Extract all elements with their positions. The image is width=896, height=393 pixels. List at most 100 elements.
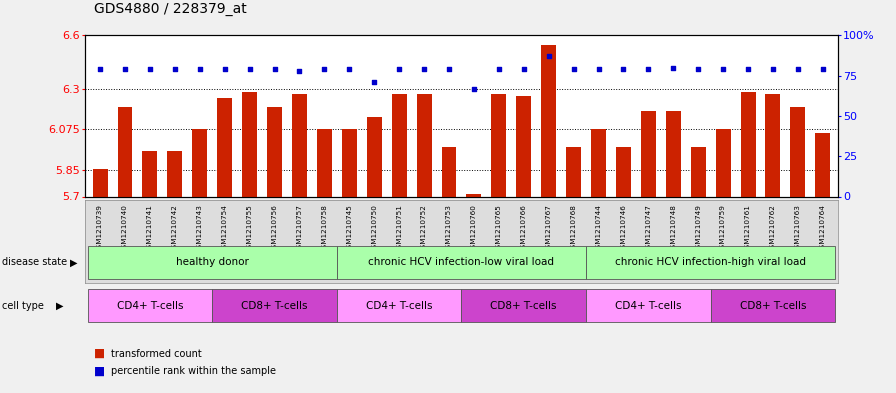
- Text: GSM1210758: GSM1210758: [322, 204, 327, 253]
- Bar: [765, 94, 780, 196]
- Point: [666, 64, 680, 71]
- Point: [517, 66, 531, 72]
- Text: GSM1210743: GSM1210743: [197, 204, 202, 253]
- Point: [267, 66, 281, 72]
- Text: GSM1210751: GSM1210751: [396, 204, 402, 253]
- Text: GSM1210756: GSM1210756: [271, 204, 278, 253]
- Bar: [586, 289, 711, 322]
- Bar: [317, 129, 332, 196]
- Point: [467, 85, 481, 92]
- Point: [118, 66, 133, 72]
- Text: GSM1210750: GSM1210750: [371, 204, 377, 253]
- Bar: [217, 98, 232, 196]
- Text: GSM1210742: GSM1210742: [172, 204, 177, 253]
- Bar: [366, 117, 382, 196]
- Bar: [337, 246, 586, 279]
- Text: GSM1210765: GSM1210765: [495, 204, 502, 253]
- Text: GSM1210752: GSM1210752: [421, 204, 427, 253]
- Point: [243, 66, 257, 72]
- Bar: [142, 151, 158, 196]
- Point: [642, 66, 656, 72]
- Bar: [88, 289, 212, 322]
- Bar: [193, 129, 207, 196]
- Bar: [641, 112, 656, 196]
- Text: ▶: ▶: [70, 257, 77, 267]
- Text: GSM1210753: GSM1210753: [446, 204, 452, 253]
- Bar: [442, 147, 456, 196]
- Text: GSM1210747: GSM1210747: [645, 204, 651, 253]
- Point: [342, 66, 357, 72]
- Point: [566, 66, 581, 72]
- Bar: [716, 129, 730, 196]
- Text: GSM1210762: GSM1210762: [770, 204, 776, 253]
- Text: GSM1210744: GSM1210744: [596, 204, 601, 253]
- Text: GSM1210749: GSM1210749: [695, 204, 702, 253]
- Point: [691, 66, 705, 72]
- Bar: [516, 96, 531, 196]
- Bar: [741, 92, 755, 196]
- Point: [392, 66, 406, 72]
- Point: [442, 66, 456, 72]
- Text: GSM1210746: GSM1210746: [620, 204, 626, 253]
- Text: GSM1210766: GSM1210766: [521, 204, 527, 253]
- Text: ■: ■: [94, 347, 105, 360]
- Point: [492, 66, 506, 72]
- Point: [616, 66, 631, 72]
- Text: GDS4880 / 228379_at: GDS4880 / 228379_at: [94, 2, 246, 16]
- Text: chronic HCV infection-low viral load: chronic HCV infection-low viral load: [368, 257, 555, 267]
- Point: [317, 66, 332, 72]
- Text: GSM1210759: GSM1210759: [720, 204, 726, 253]
- Bar: [591, 129, 606, 196]
- Bar: [691, 147, 706, 196]
- Text: GSM1210764: GSM1210764: [820, 204, 826, 253]
- Bar: [292, 94, 307, 196]
- Text: CD4+ T-cells: CD4+ T-cells: [366, 301, 433, 310]
- Point: [541, 53, 556, 59]
- Text: GSM1210741: GSM1210741: [147, 204, 153, 253]
- Bar: [541, 45, 556, 196]
- Text: cell type: cell type: [2, 301, 44, 310]
- Text: percentile rank within the sample: percentile rank within the sample: [111, 366, 276, 376]
- Bar: [212, 289, 337, 322]
- Text: GSM1210745: GSM1210745: [346, 204, 352, 253]
- Text: GSM1210748: GSM1210748: [670, 204, 676, 253]
- Text: GSM1210757: GSM1210757: [297, 204, 303, 253]
- Bar: [566, 147, 582, 196]
- Point: [741, 66, 755, 72]
- Text: GSM1210767: GSM1210767: [546, 204, 552, 253]
- Point: [716, 66, 730, 72]
- Point: [292, 68, 306, 74]
- Bar: [88, 246, 337, 279]
- Text: GSM1210755: GSM1210755: [246, 204, 253, 253]
- Text: CD8+ T-cells: CD8+ T-cells: [241, 301, 308, 310]
- Point: [218, 66, 232, 72]
- Point: [367, 79, 382, 85]
- Bar: [337, 289, 461, 322]
- Point: [417, 66, 431, 72]
- Text: CD4+ T-cells: CD4+ T-cells: [116, 301, 183, 310]
- Text: CD8+ T-cells: CD8+ T-cells: [740, 301, 806, 310]
- Text: ■: ■: [94, 365, 105, 378]
- Bar: [392, 94, 407, 196]
- Bar: [616, 147, 631, 196]
- Text: GSM1210739: GSM1210739: [97, 204, 103, 253]
- Text: GSM1210763: GSM1210763: [795, 204, 801, 253]
- Text: GSM1210740: GSM1210740: [122, 204, 128, 253]
- Text: ▶: ▶: [56, 301, 64, 310]
- Point: [93, 66, 108, 72]
- Point: [142, 66, 157, 72]
- Bar: [586, 246, 835, 279]
- Text: chronic HCV infection-high viral load: chronic HCV infection-high viral load: [616, 257, 806, 267]
- Bar: [117, 107, 133, 196]
- Bar: [711, 289, 835, 322]
- Bar: [790, 107, 806, 196]
- Bar: [815, 133, 831, 196]
- Text: GSM1210761: GSM1210761: [745, 204, 751, 253]
- Bar: [461, 289, 586, 322]
- Bar: [242, 92, 257, 196]
- Text: GSM1210768: GSM1210768: [571, 204, 577, 253]
- Text: GSM1210760: GSM1210760: [471, 204, 477, 253]
- Bar: [168, 151, 182, 196]
- Text: transformed count: transformed count: [111, 349, 202, 359]
- Point: [591, 66, 606, 72]
